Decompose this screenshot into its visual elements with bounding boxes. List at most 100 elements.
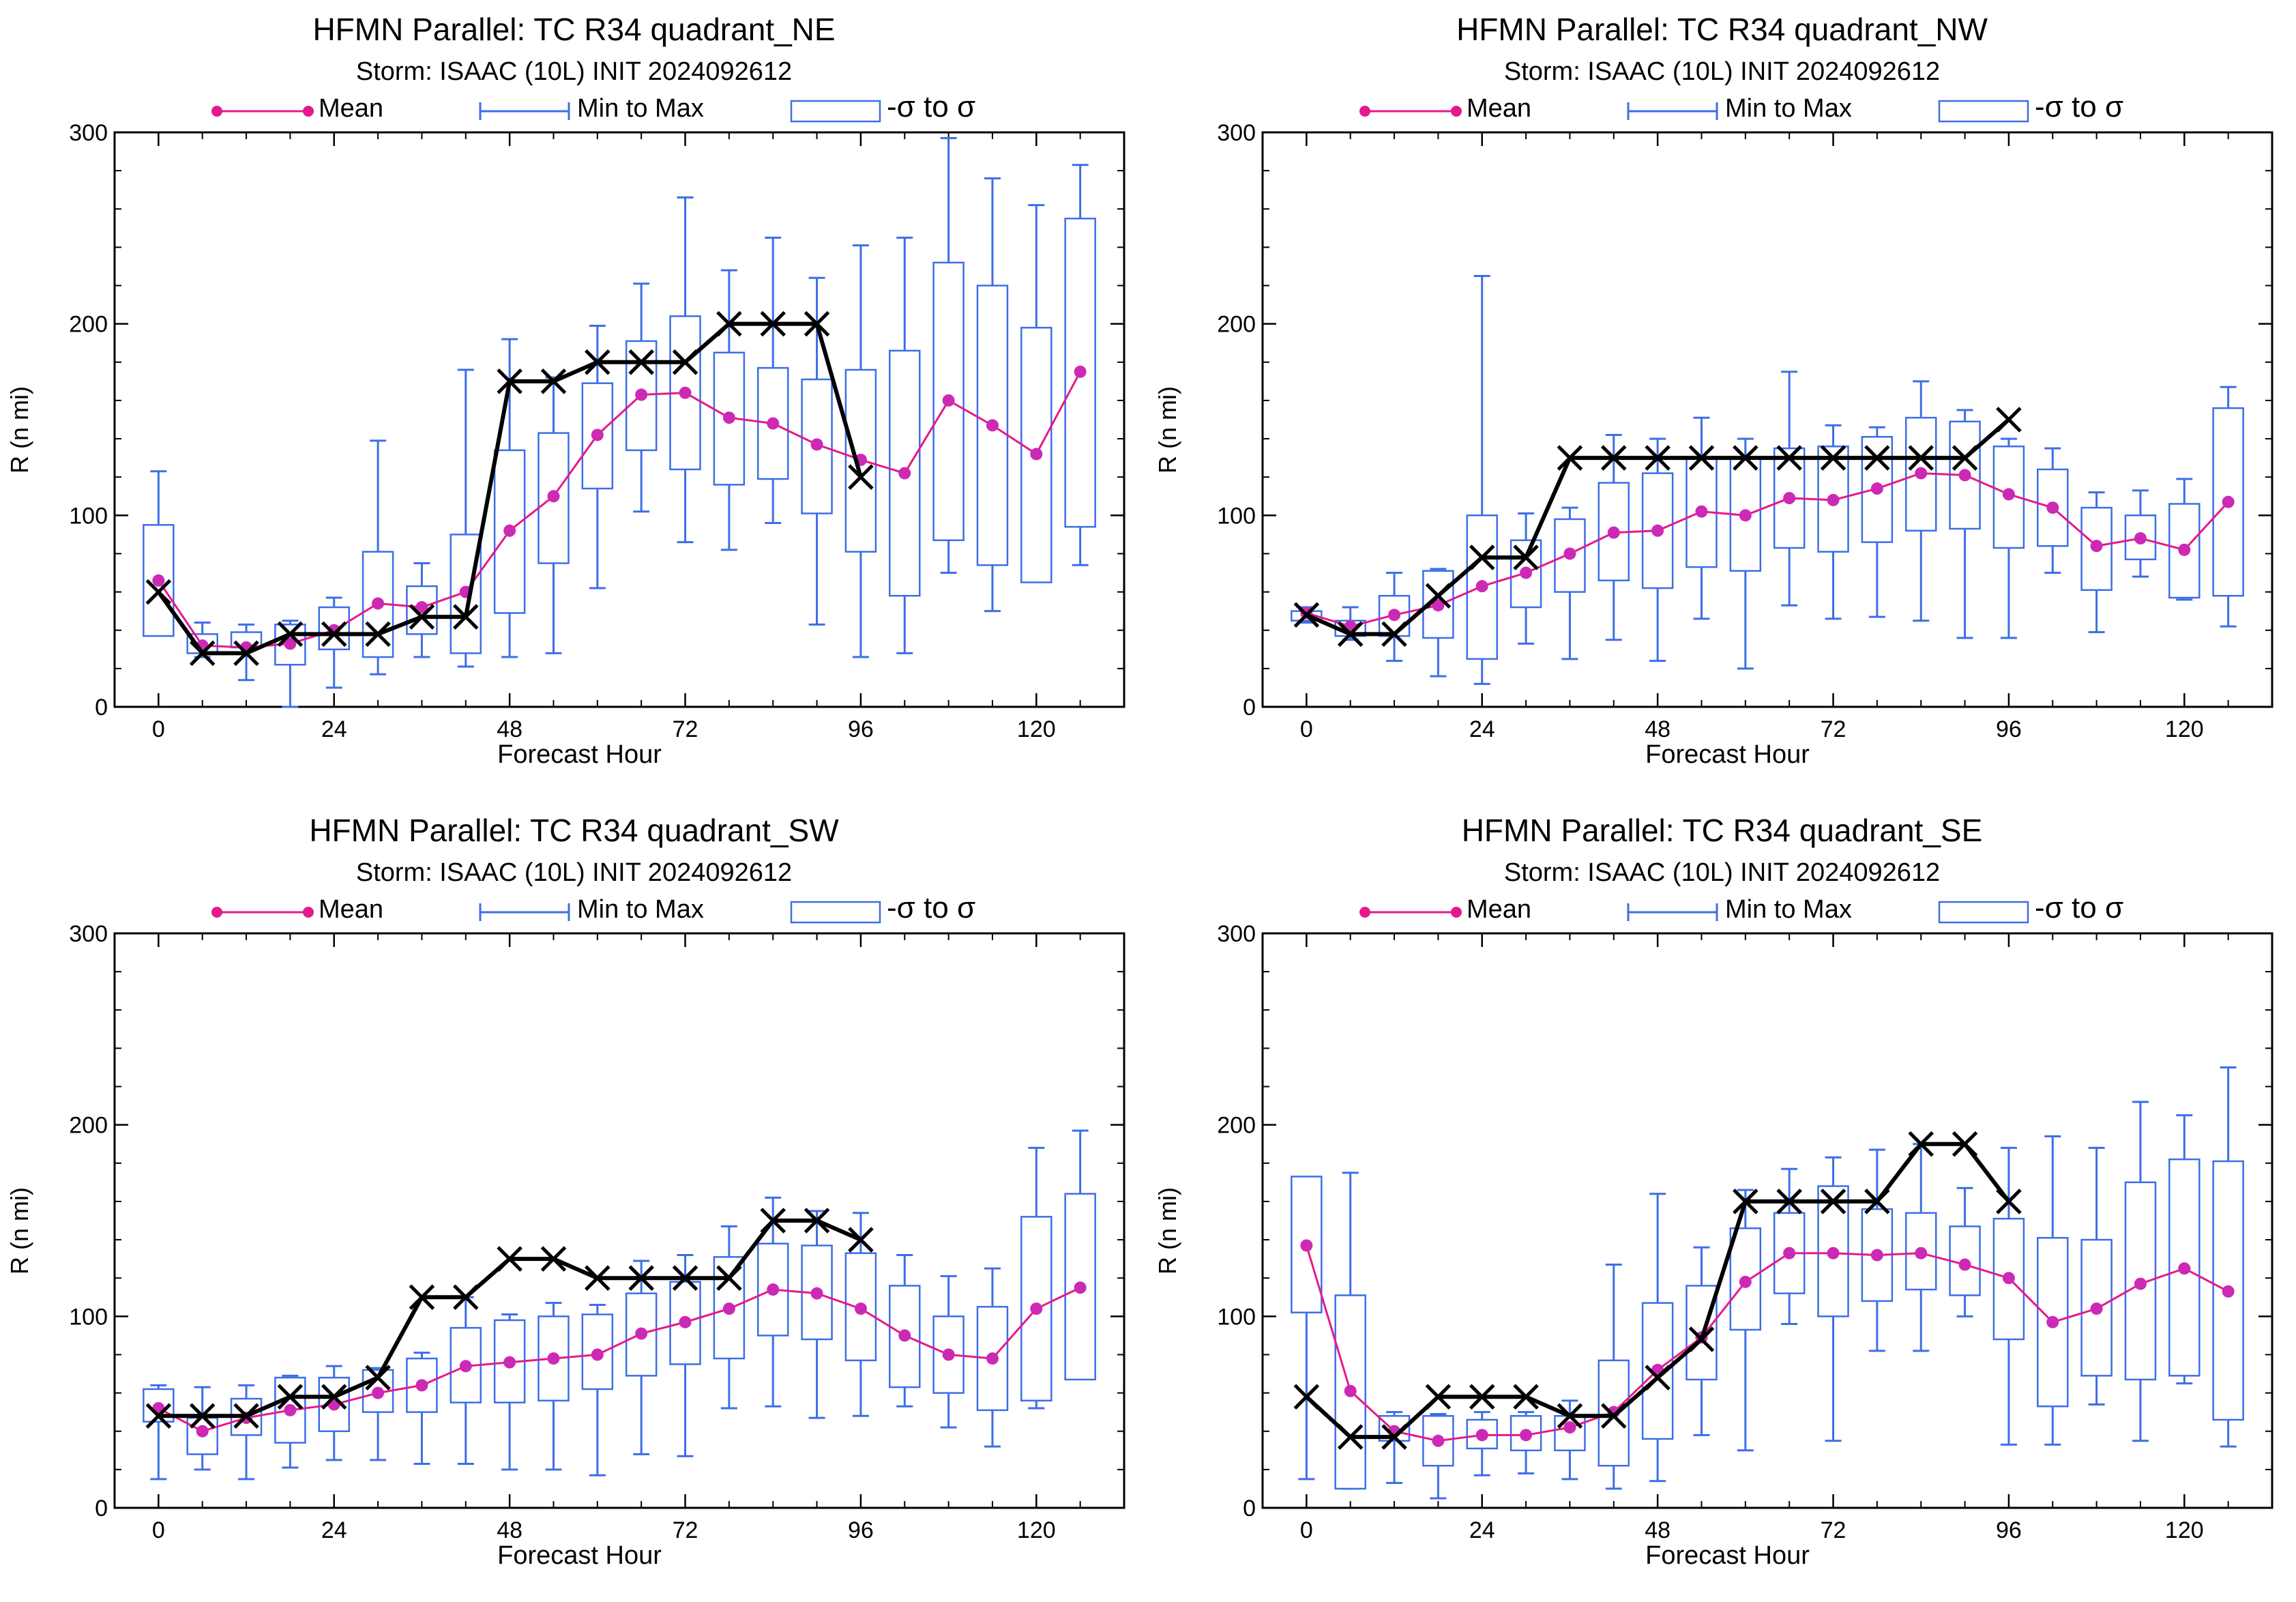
x-tick-label: 24: [1469, 1517, 1495, 1543]
plot-frame: [113, 131, 1125, 708]
best-track-marker: [189, 640, 216, 667]
best-track-marker: [804, 1208, 830, 1234]
box-whisker-group: [1020, 204, 1053, 583]
mean-point: [2002, 1272, 2015, 1285]
legend-mean-dot: [1359, 907, 1370, 918]
mean-point: [1915, 1247, 1928, 1259]
best-track-marker: [365, 621, 391, 647]
legend-mean-label: Mean: [1467, 895, 1532, 924]
best-track-marker: [628, 349, 654, 375]
best-track-marker: [277, 1384, 304, 1410]
mean-point: [679, 1315, 692, 1328]
legend-sigma-label: -σ to σ: [2035, 90, 2124, 123]
mean-point: [2134, 532, 2147, 545]
x-axis-label: Forecast Hour: [1645, 740, 1810, 769]
mean-point: [1388, 609, 1401, 622]
best-track-marker: [1469, 544, 1495, 570]
x-tick-label: 96: [1996, 716, 2022, 742]
best-track-marker: [848, 1227, 874, 1253]
legend-range-label: Min to Max: [1725, 94, 1852, 123]
sigma-box: [713, 1256, 746, 1360]
x-tick-label: 48: [1645, 1517, 1671, 1543]
legend-sigma-label: -σ to σ: [2035, 891, 2124, 924]
y-tick-label: 200: [69, 312, 108, 338]
plot-svg: 0 24 48 72 96 120 0 100 200 300: [69, 901, 1125, 1543]
box-whisker-group: [1422, 1412, 1454, 1500]
box-whisker-group: [1773, 370, 1806, 607]
best-track-marker: [1733, 445, 1758, 471]
best-track-marker: [321, 621, 347, 647]
chart-subtitle: Storm: ISAAC (10L) INIT 2024092612: [355, 57, 793, 86]
mean-point: [767, 417, 780, 430]
mean-point: [986, 419, 999, 432]
y-tick-label: 200: [1217, 1113, 1256, 1139]
best-track-marker: [1645, 1365, 1671, 1390]
best-track-marker: [1908, 445, 1934, 471]
box-whisker-group: [493, 1313, 526, 1471]
x-tick-label: 72: [673, 1517, 698, 1543]
best-track-marker: [1337, 621, 1364, 647]
mean-point: [415, 1379, 428, 1392]
box-whisker-group: [318, 1365, 350, 1461]
mean-point: [1074, 1281, 1087, 1294]
mean-point: [415, 601, 428, 614]
mean-point: [2046, 1315, 2059, 1328]
mean-point: [2002, 488, 2015, 501]
best-track-marker: [760, 1208, 786, 1234]
mean-point: [1520, 566, 1533, 579]
best-track-marker: [1908, 1131, 1934, 1157]
mean-series-line: [158, 371, 1081, 649]
chart-subtitle: Storm: ISAAC (10L) INIT 2024092612: [1503, 858, 1941, 887]
mean-point: [2178, 543, 2191, 556]
sigma-box: [1904, 1212, 1937, 1291]
box-whisker-group: [2080, 1146, 2113, 1406]
mean-point: [1563, 1421, 1576, 1434]
box-whisker-group: [801, 1210, 833, 1419]
best-track-marker: [1952, 445, 1978, 471]
best-track-marker: [1513, 544, 1539, 570]
best-track-marker: [409, 1284, 435, 1311]
best-track-marker: [1557, 1403, 1583, 1429]
chart-panel-sw: HFMN Parallel: TC R34 quadrant_SW Storm:…: [0, 801, 1148, 1602]
mean-point: [1915, 467, 1928, 480]
mean-point: [898, 1329, 911, 1342]
best-track-marker: [716, 1265, 742, 1291]
best-track-marker: [1776, 1189, 1802, 1214]
y-tick-label: 100: [69, 503, 108, 529]
box-whisker-group: [450, 368, 482, 668]
box-whisker-group: [844, 244, 877, 658]
x-tick-label: 120: [2165, 1517, 2204, 1543]
x-tick-label: 120: [2165, 716, 2204, 742]
legend-mean-label: Mean: [319, 895, 384, 924]
best-track-marker: [760, 310, 786, 337]
mean-point: [1030, 448, 1043, 461]
best-track-marker: [1688, 445, 1715, 471]
y-tick-label: 100: [1217, 503, 1256, 529]
best-track-marker: [1381, 1424, 1407, 1450]
plot-svg: 0 24 48 72 96 120 0 100 200 300: [1217, 901, 2273, 1543]
plot-frame: [113, 932, 1125, 1509]
best-track-marker: [672, 349, 698, 375]
x-tick-label: 96: [848, 1517, 874, 1543]
box-whisker-group: [538, 376, 570, 654]
box-whisker-group: [1291, 1176, 1323, 1481]
legend-range-label: Min to Max: [577, 94, 704, 123]
box-whisker-group: [1992, 437, 2025, 639]
chart-title: HFMN Parallel: TC R34 quadrant_NE: [312, 12, 836, 47]
box-whisker-group: [581, 324, 614, 589]
mean-point: [1739, 1275, 1752, 1288]
mean-point: [635, 388, 648, 401]
best-track-marker: [1513, 1384, 1539, 1410]
mean-point: [503, 524, 516, 537]
mean-point: [1958, 1258, 1971, 1271]
mean-point: [1475, 580, 1488, 593]
mean-point: [854, 1302, 867, 1315]
y-tick-label: 300: [69, 921, 108, 947]
legend-mean-dot: [211, 106, 222, 117]
best-track-marker: [1733, 1189, 1758, 1214]
mean-point: [810, 1287, 823, 1300]
mean-point: [722, 411, 735, 424]
box-whisker-group: [538, 1302, 570, 1471]
y-tick-label: 200: [1217, 312, 1256, 338]
